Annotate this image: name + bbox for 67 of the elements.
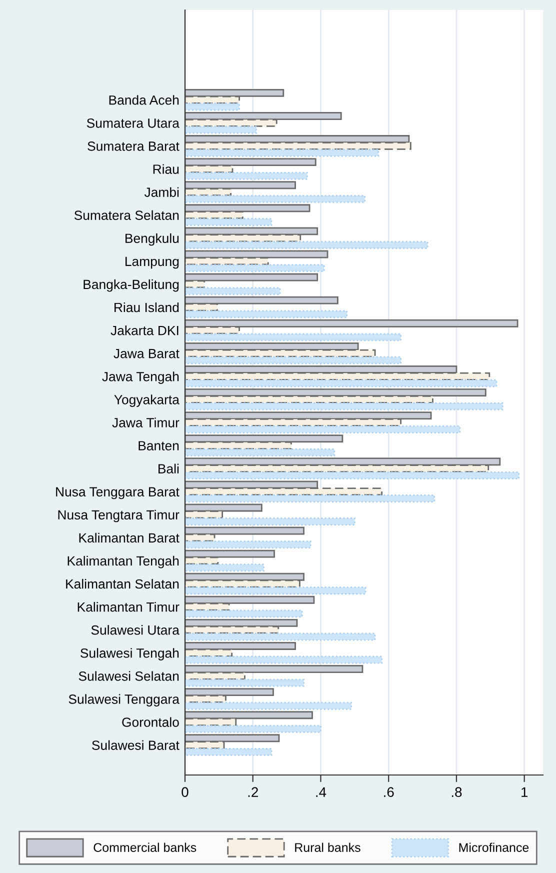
y-tick-label: Kalimantan Timur [78,602,180,612]
bar [185,518,356,526]
bar [185,494,436,502]
bar [185,379,498,388]
y-tick-label: Jawa Barat [114,349,180,358]
bar [185,471,520,480]
bar [185,564,264,572]
bar [185,632,376,641]
y-tick-label: Bangka-Belitung [84,279,179,292]
y-tick-label: Sulawesi Tengah [80,648,179,660]
bar [185,724,322,733]
bar [185,126,257,134]
y-tick-label: Jakarta DKI [110,326,178,336]
y-tick-label: Sulawesi Utara [91,625,180,635]
y-tick-label: Jambi [144,187,179,197]
x-tick-label: 1 [522,787,528,797]
bar [185,540,312,549]
bar [185,172,308,180]
bar [185,310,348,318]
y-tick-label: Banda Aceh [109,95,179,105]
bar [185,264,325,272]
y-tick-label: Sumatera Selatan [74,210,179,220]
bar [185,218,272,226]
y-tick-label: Sulawesi Barat [92,740,180,750]
y-tick-label: Sulawesi Tenggara [68,694,180,706]
x-tick-label: .4 [316,787,326,797]
y-tick-label: Jawa Timur [112,418,180,428]
y-tick-label: Yogyakarta [114,394,180,407]
x-tick-label: .8 [452,787,462,798]
y-tick-label: Gorontalo [122,717,179,727]
bar [185,356,402,364]
y-tick-label: Bengkulu [126,233,179,246]
bar [185,702,352,710]
legend-label: Rural banks [295,842,360,852]
legend-label: Commercial banks [94,842,196,852]
y-tick-label: Nusa Tenggara Barat [56,487,180,500]
y-tick-label: Jawa Tengah [102,372,179,384]
y-tick-label: Kalimantan Selatan [66,578,179,589]
y-tick-label: Riau [153,164,179,174]
x-tick-label: .6 [384,787,394,798]
y-tick-label: Lampung [126,256,179,269]
y-tick-label: Bali [158,464,179,474]
bar [185,425,461,434]
bar [185,656,383,664]
bar [185,402,504,410]
x-tick-label: 0 [182,787,188,798]
bar [185,610,303,618]
bar [185,194,366,203]
y-tick-label: Sumatera Barat [88,142,180,151]
bar [185,448,336,456]
y-tick-label: Riau Island [114,302,179,312]
bar [185,102,240,111]
y-tick-label: Sulawesi Selatan [78,671,179,681]
bar [185,678,304,687]
y-tick-label: Banten [138,441,179,450]
bar [185,287,281,296]
y-tick-label: Nusa Tengtara Timur [58,510,180,522]
y-tick-label: Sumatera Utara [86,118,180,128]
x-tick-label: .2 [248,787,258,797]
bar [185,586,366,595]
legend-label: Microfinance [459,842,529,852]
bar [185,148,380,157]
y-tick-label: Kalimantan Tengah [68,556,179,568]
bar [185,241,428,250]
bar [185,748,272,756]
bar [185,333,402,342]
y-tick-label: Kalimantan Barat [79,532,180,543]
